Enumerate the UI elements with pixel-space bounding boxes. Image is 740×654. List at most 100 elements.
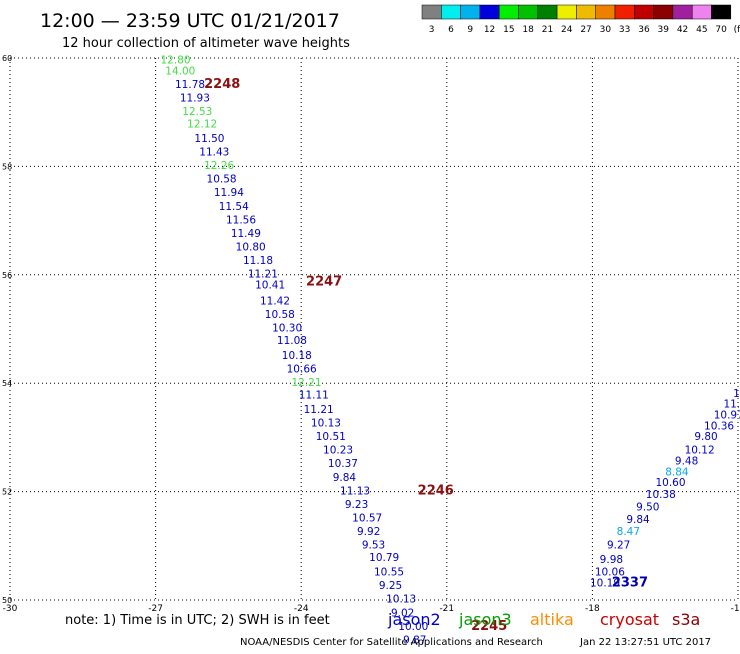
swh-value: 10.30 [272, 323, 302, 335]
swh-value: 11.0 [733, 388, 740, 400]
pass-time-label: 2245 [471, 619, 507, 634]
scale-label: 24 [561, 25, 573, 35]
y-tick-label: 50 [2, 596, 12, 605]
swh-value: 9.87 [403, 634, 426, 646]
scale-swatch [672, 4, 693, 20]
footer-timestamp: Jan 22 13:27:51 UTC 2017 [579, 637, 711, 648]
scale-label: 45 [696, 25, 707, 35]
y-tick-label: 60 [2, 54, 12, 63]
swh-value: 11.54 [219, 201, 249, 213]
y-tick-label: 56 [2, 271, 12, 280]
swh-value: 12.21 [291, 377, 321, 389]
swh-value: 10.37 [328, 458, 358, 470]
swh-value: 10.41 [255, 279, 285, 291]
y-tick-label: 52 [2, 488, 12, 497]
swh-value: 10.60 [655, 477, 685, 489]
swh-value: 11.21 [248, 269, 278, 281]
swh-value: 11.51 [723, 399, 740, 411]
legend-jason3: jason3 [458, 610, 512, 629]
swh-value: 10.00 [398, 621, 428, 633]
scale-label: 12 [484, 25, 495, 35]
scale-label: 27 [580, 25, 591, 35]
swh-value: 10.36 [704, 420, 734, 432]
swh-value: 9.27 [607, 540, 630, 552]
pass-time-label: 2247 [306, 275, 342, 290]
scale-swatch [441, 4, 461, 20]
satellite-legend: jason2 jason3 altika cryosat s3a [387, 610, 700, 629]
swh-value: 11.93 [180, 92, 210, 104]
scale-label: (ft) [734, 25, 740, 35]
swh-value: 9.98 [600, 554, 623, 566]
swh-value: 9.92 [357, 526, 380, 538]
swh-value: 12.12 [187, 118, 217, 130]
swh-value: 10.12 [685, 445, 715, 457]
swh-value: 12.53 [182, 106, 212, 118]
x-tick-label: -21 [439, 604, 454, 614]
swh-value: 11.94 [214, 187, 244, 199]
scale-swatch [634, 4, 654, 20]
pass-time-label: 2246 [418, 483, 454, 498]
swh-value: 8.84 [665, 466, 689, 478]
chart-subtitle: 12 hour collection of altimeter wave hei… [62, 36, 350, 51]
scale-label: 3 [429, 25, 435, 35]
x-tick-label: -18 [585, 604, 600, 614]
swh-value: 10.23 [323, 445, 353, 457]
swh-value: 11.08 [277, 335, 307, 347]
footer-credit: NOAA/NESDIS Center for Satellite Applica… [240, 637, 543, 648]
scale-swatch [518, 4, 539, 20]
legend-s3a: s3a [672, 610, 700, 629]
x-tick-label: -27 [148, 604, 163, 614]
scale-swatch [614, 4, 635, 20]
swh-value: 11.56 [226, 214, 256, 226]
swh-value: 9.84 [333, 472, 357, 484]
swh-value: 11.42 [260, 296, 290, 308]
swh-value: 11.18 [243, 255, 273, 267]
swh-value: 10.51 [316, 431, 346, 443]
scale-swatch [576, 4, 596, 20]
legend-altika: altika [530, 610, 574, 629]
axis-ticks: -30 -27 -24 -21 -18 -15 50 52 54 56 58 60 [2, 54, 740, 614]
swh-value: 12.26 [204, 160, 234, 172]
scale-label: 21 [542, 25, 553, 35]
swh-value: 11.78 [175, 79, 205, 91]
swh-value: 10.80 [236, 241, 266, 253]
scale-swatch [421, 4, 442, 20]
swh-value: 12.80 [160, 54, 190, 66]
swh-value: 10.58 [207, 174, 237, 186]
scale-swatch [595, 4, 616, 20]
swh-value: 8.47 [617, 526, 640, 538]
swh-value: 9.25 [379, 580, 402, 592]
scale-label: 36 [638, 25, 650, 35]
swh-value: 11.13 [340, 485, 370, 497]
x-tick-label: -15 [731, 604, 740, 614]
swh-value: 10.13 [386, 594, 416, 606]
swh-value: 10.18 [282, 350, 312, 362]
plot-grid [9, 57, 739, 601]
pass-time-label: 2248 [204, 77, 240, 92]
y-tick-label: 54 [2, 379, 12, 388]
swh-value: 11.43 [199, 147, 229, 159]
swh-value: 9.80 [694, 431, 717, 443]
swh-value: 9.02 [391, 607, 414, 619]
scale-swatch [537, 4, 558, 20]
scale-swatch [556, 4, 577, 20]
scale-swatch [711, 4, 732, 20]
y-tick-label: 58 [2, 162, 12, 171]
scale-label: 42 [677, 25, 688, 35]
legend-cryosat: cryosat [600, 610, 659, 629]
swh-value: 9.48 [675, 456, 698, 468]
chart-title: 12:00 — 23:59 UTC 01/21/2017 [40, 10, 340, 32]
footer-note: note: 1) Time is in UTC; 2) SWH is in fe… [65, 613, 330, 628]
scale-label: 6 [448, 25, 454, 35]
scale-label: 15 [503, 25, 514, 35]
swh-value: 10.13 [311, 418, 341, 430]
x-tick-label: -24 [294, 604, 309, 614]
scale-label: 33 [619, 25, 630, 35]
swh-value: 10.66 [287, 363, 317, 375]
swh-value: 10.79 [369, 552, 399, 564]
x-tick-label: -30 [3, 604, 18, 614]
scale-swatch [653, 4, 674, 20]
